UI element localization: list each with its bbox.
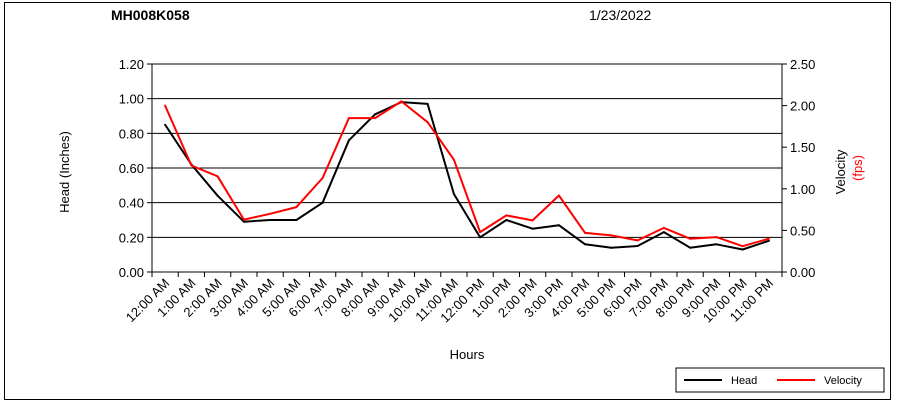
data-point-velocity bbox=[689, 238, 691, 240]
data-point-head bbox=[663, 231, 665, 233]
data-point-velocity bbox=[374, 117, 376, 119]
data-point-head bbox=[558, 224, 560, 226]
chart-date: 1/23/2022 bbox=[589, 7, 651, 23]
series-line-head bbox=[165, 102, 769, 249]
data-point-head bbox=[584, 243, 586, 245]
y-left-tick-label: 1.00 bbox=[119, 92, 144, 107]
y-left-tick-label: 0.00 bbox=[119, 265, 144, 280]
chart-title: MH008K058 bbox=[111, 7, 190, 23]
data-point-head bbox=[479, 236, 481, 238]
data-point-velocity bbox=[558, 195, 560, 197]
data-point-velocity bbox=[584, 232, 586, 234]
legend-velocity-label: Velocity bbox=[824, 375, 862, 387]
data-point-velocity bbox=[217, 175, 219, 177]
data-point-head bbox=[715, 243, 717, 245]
y-left-tick-label: 0.60 bbox=[119, 161, 144, 176]
data-point-velocity bbox=[243, 219, 245, 221]
legend: Head Velocity bbox=[676, 368, 884, 392]
data-point-velocity bbox=[768, 238, 770, 240]
data-point-head bbox=[689, 247, 691, 249]
data-point-velocity bbox=[532, 219, 534, 221]
data-point-head bbox=[610, 247, 612, 249]
y-right-tick-label: 1.50 bbox=[790, 140, 815, 155]
data-point-velocity bbox=[663, 227, 665, 229]
data-point-head bbox=[427, 103, 429, 105]
data-point-head bbox=[164, 124, 166, 126]
data-point-velocity bbox=[400, 100, 402, 102]
y-axis-label-right: Velocity bbox=[833, 149, 848, 194]
data-point-velocity bbox=[322, 177, 324, 179]
data-point-velocity bbox=[269, 213, 271, 215]
y-right-tick-label: 1.00 bbox=[790, 182, 815, 197]
data-point-head bbox=[322, 202, 324, 204]
data-point-head bbox=[768, 240, 770, 242]
data-point-velocity bbox=[715, 236, 717, 238]
data-point-velocity bbox=[348, 117, 350, 119]
data-point-velocity bbox=[427, 121, 429, 123]
series-line-velocity bbox=[165, 101, 769, 246]
y-right-tick-label: 2.50 bbox=[790, 57, 815, 72]
data-point-velocity bbox=[610, 234, 612, 236]
data-point-head bbox=[295, 219, 297, 221]
y-right-tick-label: 0.00 bbox=[790, 265, 815, 280]
data-point-head bbox=[505, 219, 507, 221]
data-point-velocity bbox=[637, 239, 639, 241]
y-right-tick-label: 2.00 bbox=[790, 99, 815, 114]
y-axis-label-left: Head (Inches) bbox=[57, 131, 72, 213]
data-point-head bbox=[348, 139, 350, 141]
data-point-velocity bbox=[164, 105, 166, 107]
y-right-tick-label: 0.50 bbox=[790, 223, 815, 238]
y-left-tick-label: 0.80 bbox=[119, 126, 144, 141]
data-point-head bbox=[269, 219, 271, 221]
data-point-head bbox=[532, 228, 534, 230]
x-axis-label: Hours bbox=[450, 347, 485, 362]
data-point-head bbox=[243, 221, 245, 223]
data-point-velocity bbox=[479, 231, 481, 233]
data-point-velocity bbox=[505, 214, 507, 216]
y-left-tick-label: 0.20 bbox=[119, 230, 144, 245]
y-left-tick-label: 1.20 bbox=[119, 57, 144, 72]
data-point-head bbox=[453, 193, 455, 195]
data-point-head bbox=[217, 195, 219, 197]
y-axis-label-right-unit: (fps) bbox=[850, 155, 865, 181]
data-point-velocity bbox=[453, 159, 455, 161]
data-point-velocity bbox=[742, 245, 744, 247]
data-point-head bbox=[742, 249, 744, 251]
data-point-velocity bbox=[295, 206, 297, 208]
data-point-head bbox=[637, 245, 639, 247]
y-left-tick-label: 0.40 bbox=[119, 196, 144, 211]
legend-head-label: Head bbox=[731, 375, 757, 387]
data-point-velocity bbox=[190, 165, 192, 167]
data-point-head bbox=[374, 113, 376, 115]
